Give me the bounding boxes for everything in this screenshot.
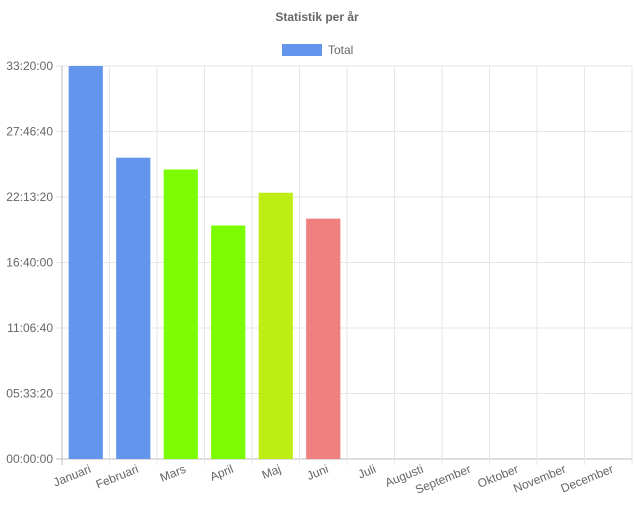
grid-lines: [56, 65, 633, 465]
x-tick-label: Mars: [158, 462, 188, 485]
x-tick-label: April: [208, 462, 236, 484]
bar-februari[interactable]: [116, 157, 151, 459]
x-tick-label: Januari: [51, 462, 93, 490]
legend[interactable]: Total: [282, 43, 353, 57]
x-tick-label: Februari: [94, 462, 141, 492]
x-tick-label: December: [559, 462, 616, 496]
y-tick-label: 22:13:20: [6, 190, 53, 204]
x-tick-label: Juli: [356, 462, 378, 482]
y-tick-label: 33:20:00: [6, 59, 53, 73]
y-tick-label: 27:46:40: [6, 125, 53, 139]
x-tick-label: Maj: [260, 462, 283, 482]
chart-title: Statistik per år: [275, 10, 359, 24]
bar-april[interactable]: [211, 225, 246, 459]
y-axis: 00:00:00 05:33:20 11:06:40 16:40:00 22:13:20…: [6, 59, 53, 466]
bar-maj[interactable]: [258, 192, 293, 459]
bar-juni[interactable]: [306, 218, 341, 459]
x-tick-label: Juni: [305, 462, 331, 483]
bar-mars[interactable]: [163, 169, 198, 460]
x-axis: Januari Februari Mars April Maj Juni Juli Augus…: [51, 462, 615, 497]
y-tick-label: 11:06:40: [7, 321, 53, 335]
legend-swatch-total: [282, 44, 322, 56]
y-tick-label: 16:40:00: [6, 256, 53, 270]
y-tick-label: 05:33:20: [6, 387, 53, 401]
x-tick-label: November: [511, 462, 568, 496]
y-tick-label: 00:00:00: [6, 452, 53, 466]
bars: [68, 66, 341, 460]
bar-januari[interactable]: [68, 66, 103, 459]
legend-label-total: Total: [328, 43, 353, 57]
